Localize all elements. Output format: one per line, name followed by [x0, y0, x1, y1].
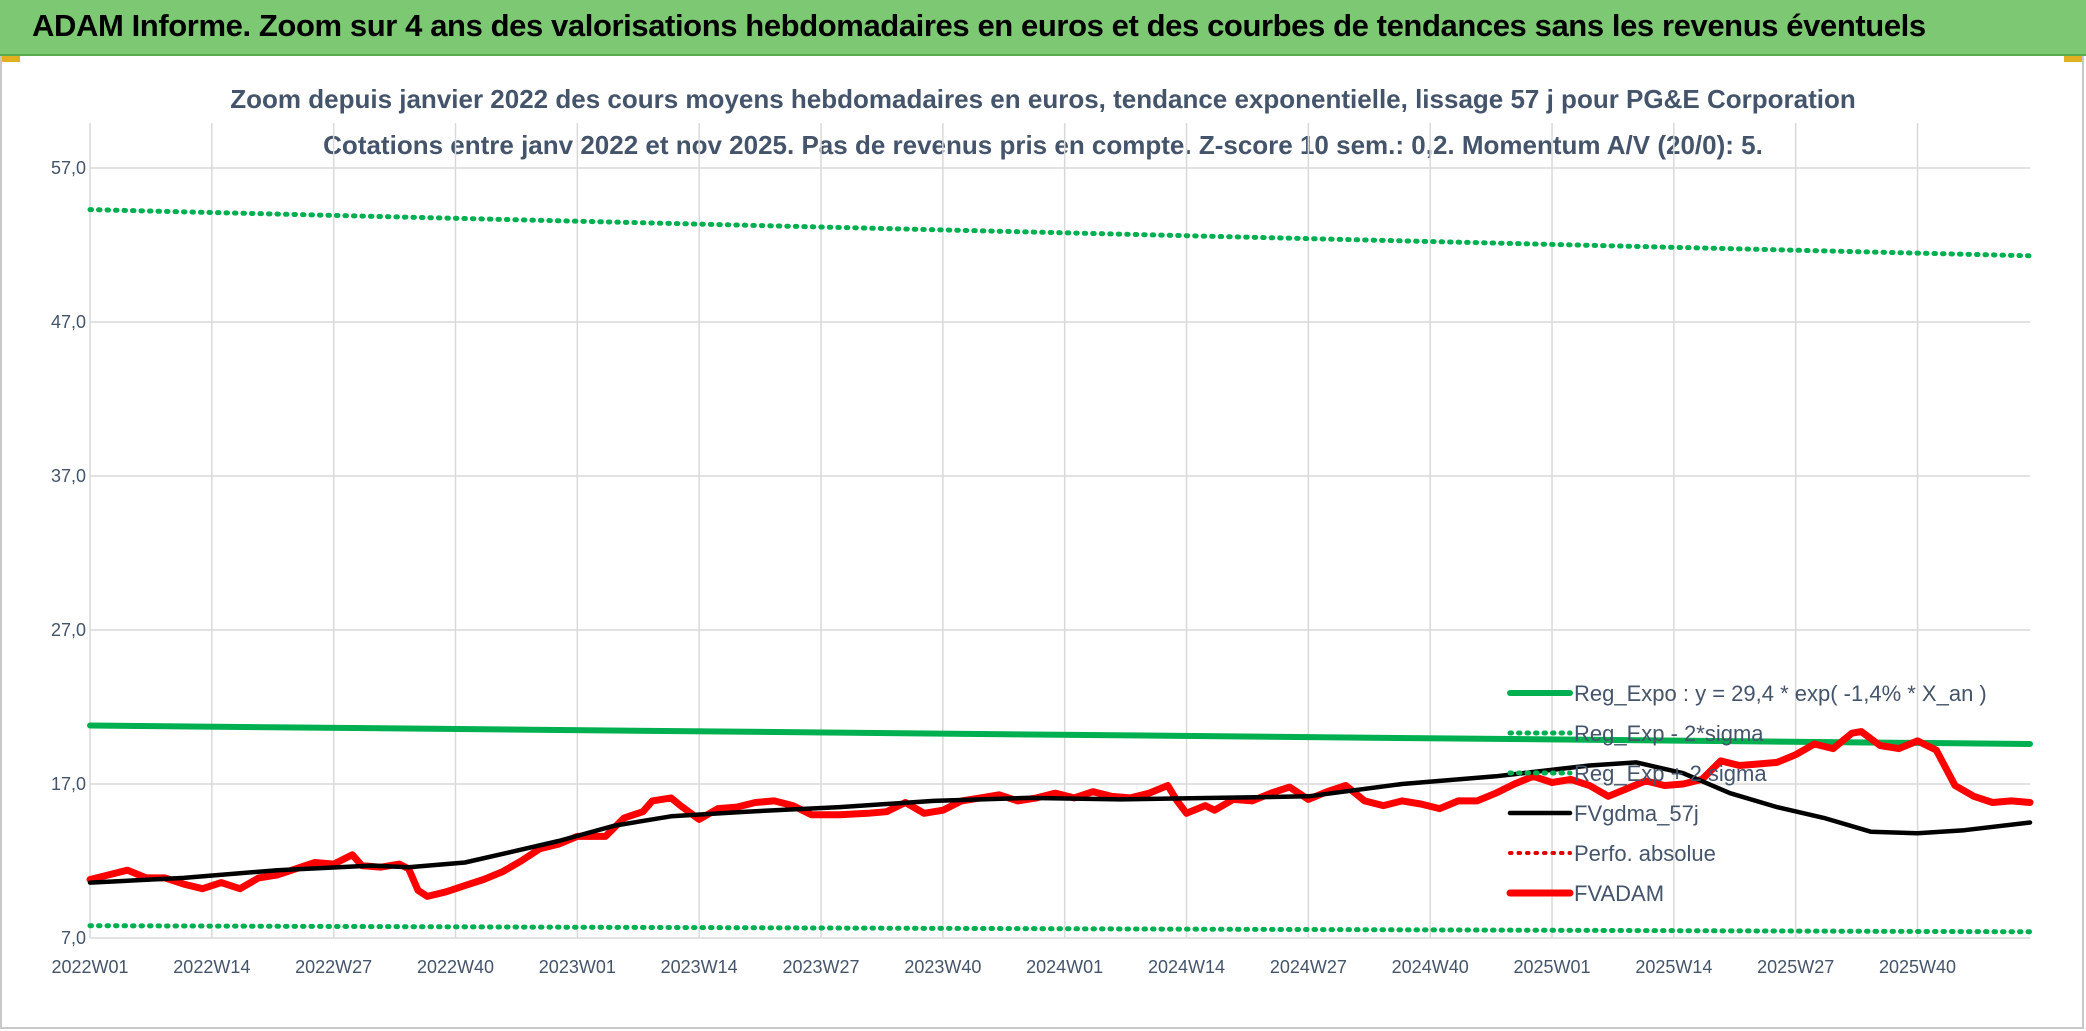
- x-axis: 2022W01 2022W14 2022W27 2022W40 2023W01 2023W…: [51, 957, 1956, 977]
- x-tick-label: 2023W40: [904, 957, 981, 977]
- legend-label: FVgdma_57j: [1574, 801, 1699, 826]
- y-tick-label: 27,0: [51, 620, 86, 640]
- y-tick-label: 47,0: [51, 312, 86, 332]
- chart-title: Zoom depuis janvier 2022 des cours moyen…: [230, 84, 1855, 114]
- legend-label: Reg_Expo : y = 29,4 * exp( -1,4% * X_an …: [1574, 681, 1987, 706]
- y-tick-label: 57,0: [51, 158, 86, 178]
- x-tick-label: 2022W27: [295, 957, 372, 977]
- x-tick-label: 2024W27: [1270, 957, 1347, 977]
- x-tick-label: 2024W01: [1026, 957, 1103, 977]
- legend-label: Reg_Exp + 2 sigma: [1574, 761, 1767, 786]
- series-line-fvgdma-57j: [87, 760, 2033, 885]
- y-tick-label: 7,0: [61, 928, 86, 948]
- x-tick-label: 2022W14: [173, 957, 250, 977]
- corner-marker: [2, 56, 20, 62]
- legend: Reg_Expo : y = 29,4 * exp( -1,4% * X_an …: [1506, 681, 1987, 906]
- x-tick-label: 2025W27: [1757, 957, 1834, 977]
- legend-label: FVADAM: [1574, 881, 1664, 906]
- chart-frame: [0, 56, 2084, 1029]
- y-tick-label: 37,0: [51, 466, 86, 486]
- series-line-reg-expo-y-29-4-exp-1-4-x-an: [87, 722, 2033, 747]
- series-line-reg-exp-2-sigma: [87, 923, 2033, 935]
- x-tick-label: 2022W40: [417, 957, 494, 977]
- series-line-reg-exp-2-sigma: [87, 207, 2033, 259]
- banner-title: ADAM Informe. Zoom sur 4 ans des valoris…: [32, 8, 1926, 43]
- corner-marker: [2064, 56, 2082, 62]
- x-tick-label: 2025W14: [1635, 957, 1712, 977]
- x-tick-label: 2022W01: [51, 957, 128, 977]
- x-tick-label: 2023W27: [782, 957, 859, 977]
- legend-label: Perfo. absolue: [1574, 841, 1716, 866]
- gridlines: [89, 123, 2030, 939]
- x-tick-label: 2023W14: [661, 957, 738, 977]
- x-tick-label: 2024W14: [1148, 957, 1225, 977]
- y-axis: 57,0 47,0 37,0 27,0 17,0 7,0: [51, 158, 86, 948]
- series-layer: [86, 207, 2034, 935]
- x-tick-label: 2023W01: [539, 957, 616, 977]
- header-banner: ADAM Informe. Zoom sur 4 ans des valoris…: [0, 0, 2086, 56]
- chart-subtitle: Cotations entre janv 2022 et nov 2025. P…: [323, 130, 1763, 160]
- x-tick-label: 2025W01: [1513, 957, 1590, 977]
- y-tick-label: 17,0: [51, 774, 86, 794]
- legend-label: Reg_Exp - 2*sigma: [1574, 721, 1764, 746]
- x-tick-label: 2025W40: [1879, 957, 1956, 977]
- series-line-fvadam: [86, 728, 2034, 900]
- x-tick-label: 2024W40: [1392, 957, 1469, 977]
